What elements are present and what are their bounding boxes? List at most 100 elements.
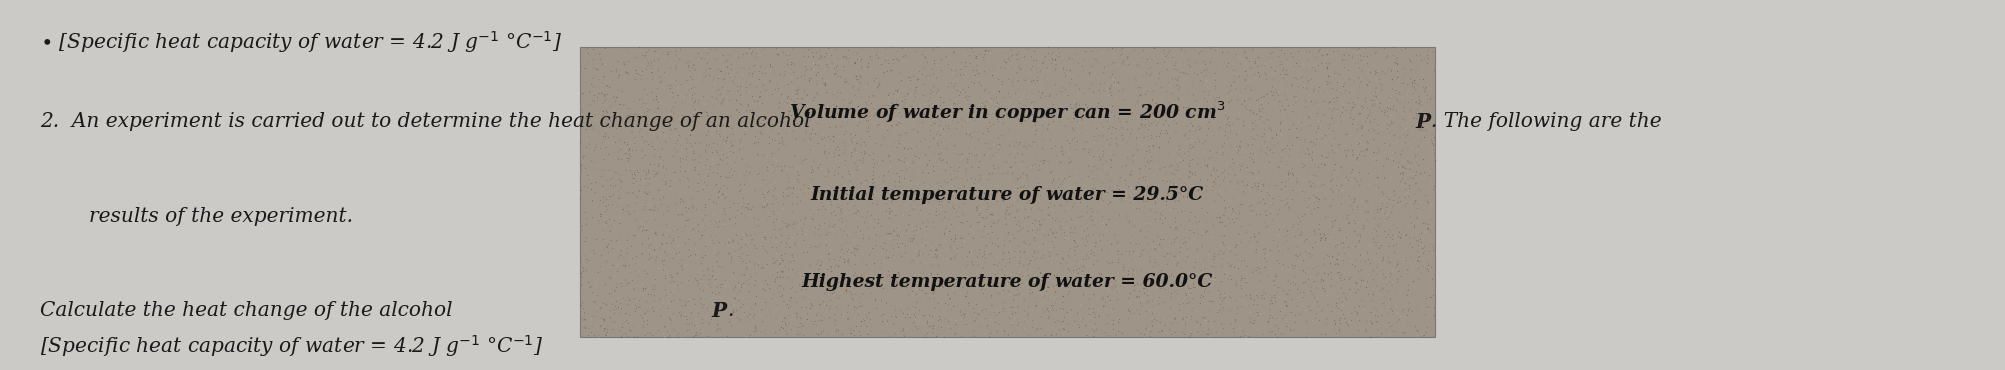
- Point: [676, 85, 708, 91]
- Point: [660, 169, 692, 175]
- Point: [1381, 319, 1414, 325]
- Point: [1404, 77, 1436, 83]
- Point: [1325, 273, 1357, 279]
- Point: [1351, 185, 1383, 191]
- Point: [1393, 233, 1426, 239]
- Point: [936, 233, 968, 239]
- Point: [1271, 302, 1303, 308]
- Point: [856, 164, 888, 170]
- Point: [1095, 82, 1127, 88]
- Point: [1245, 260, 1277, 266]
- Point: [944, 107, 976, 113]
- Point: [652, 195, 684, 201]
- Point: [1299, 301, 1331, 307]
- Point: [610, 297, 642, 303]
- Point: [950, 127, 982, 133]
- Point: [618, 297, 650, 303]
- Point: [1291, 218, 1323, 224]
- Point: [1037, 334, 1069, 340]
- Point: [836, 238, 868, 243]
- Point: [690, 223, 722, 229]
- Point: [1303, 231, 1335, 237]
- Point: [850, 107, 882, 113]
- Point: [674, 327, 706, 333]
- Point: [818, 289, 850, 295]
- Point: [858, 225, 890, 231]
- Point: [1329, 235, 1361, 241]
- Point: [872, 212, 904, 218]
- Point: [974, 99, 1007, 105]
- Point: [1245, 184, 1277, 190]
- Point: [1329, 87, 1361, 93]
- Point: [878, 228, 910, 234]
- Point: [998, 144, 1031, 149]
- Point: [610, 61, 642, 67]
- Point: [1149, 117, 1181, 123]
- Point: [938, 49, 970, 55]
- Point: [1135, 154, 1167, 160]
- Point: [1381, 262, 1414, 268]
- Point: [1410, 265, 1442, 271]
- Point: [1357, 305, 1389, 311]
- Point: [1379, 173, 1412, 179]
- Point: [599, 98, 632, 104]
- Point: [1167, 240, 1199, 246]
- Point: [1000, 119, 1033, 125]
- Point: [894, 212, 926, 218]
- Point: [902, 184, 934, 190]
- Point: [750, 236, 782, 242]
- Point: [591, 197, 624, 203]
- Point: [632, 92, 664, 98]
- Point: [726, 271, 758, 277]
- Point: [1209, 166, 1241, 172]
- Point: [1313, 188, 1345, 194]
- Point: [720, 58, 752, 64]
- Point: [934, 307, 966, 313]
- Point: [760, 259, 792, 265]
- Point: [1123, 310, 1155, 316]
- Point: [786, 248, 818, 254]
- Point: [938, 290, 970, 296]
- Point: [1065, 282, 1097, 288]
- Point: [1331, 323, 1363, 329]
- Point: [1369, 216, 1401, 222]
- Point: [910, 137, 942, 142]
- Point: [1181, 184, 1213, 190]
- Point: [1199, 97, 1231, 103]
- Point: [886, 324, 918, 330]
- Point: [583, 145, 616, 151]
- Point: [1131, 199, 1163, 205]
- Point: [822, 144, 854, 149]
- Point: [589, 61, 622, 67]
- Point: [587, 194, 620, 200]
- Point: [599, 287, 632, 293]
- Point: [1191, 115, 1223, 121]
- Point: [886, 253, 918, 259]
- Point: [640, 207, 672, 213]
- Point: [950, 325, 982, 331]
- Point: [852, 133, 884, 139]
- Point: [1077, 327, 1109, 333]
- Point: [808, 122, 840, 128]
- Point: [648, 334, 680, 340]
- Point: [1061, 266, 1093, 272]
- Point: [1229, 64, 1261, 70]
- Point: [992, 152, 1025, 158]
- Point: [874, 54, 906, 60]
- Point: [974, 329, 1007, 334]
- Point: [1000, 208, 1033, 214]
- Point: [589, 88, 622, 94]
- Point: [656, 183, 688, 189]
- Point: [956, 305, 988, 311]
- Point: [1149, 145, 1181, 151]
- Point: [734, 271, 766, 277]
- Point: [856, 155, 888, 161]
- Point: [604, 195, 636, 201]
- Point: [826, 124, 858, 130]
- Point: [1031, 308, 1063, 314]
- Point: [1275, 142, 1307, 148]
- Point: [768, 118, 800, 124]
- Point: [996, 269, 1029, 275]
- Point: [1227, 297, 1259, 303]
- Point: [602, 53, 634, 59]
